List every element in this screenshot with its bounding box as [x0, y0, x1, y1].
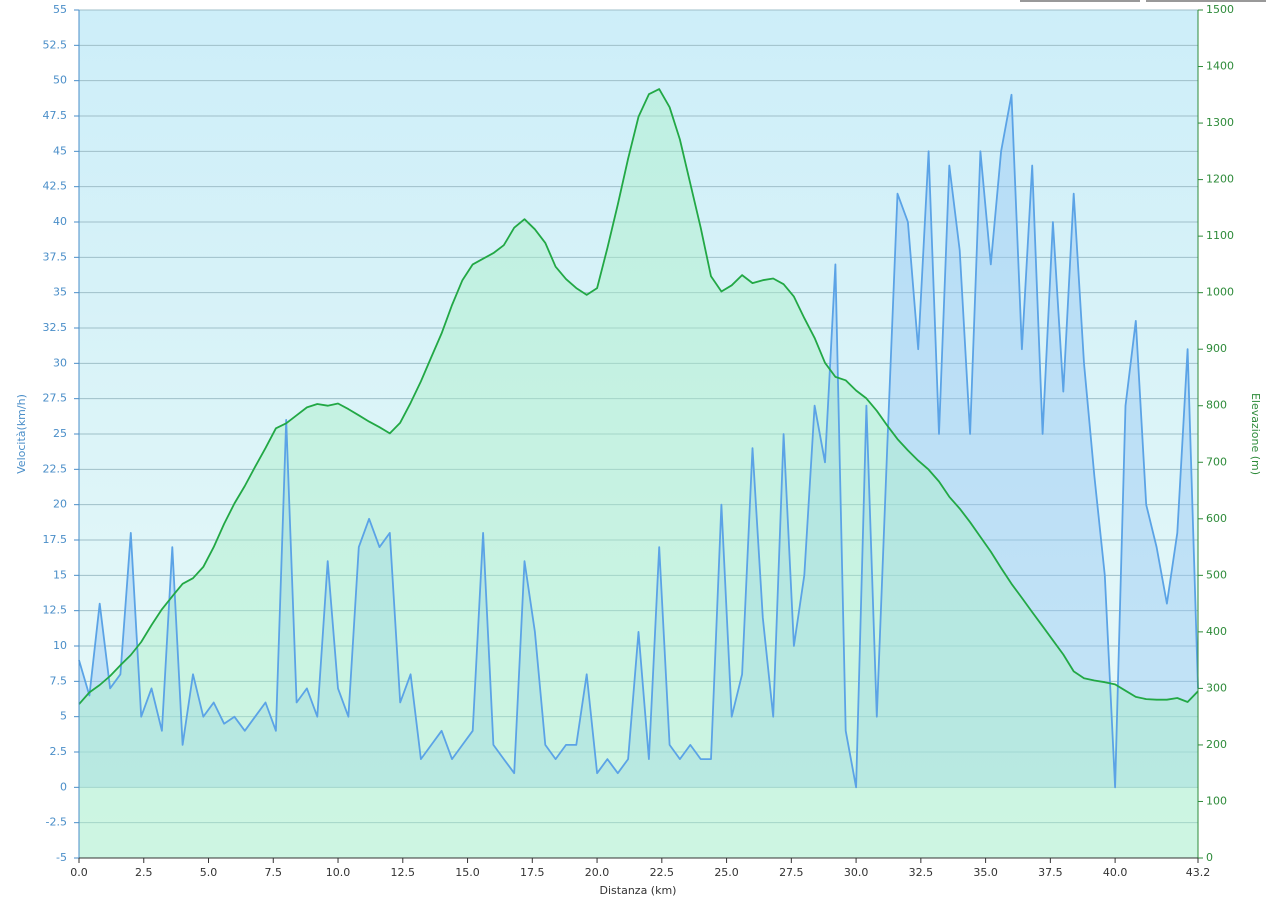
y2-tick-label: 1400 [1206, 60, 1234, 73]
y2-tick-label: 100 [1206, 794, 1227, 807]
y-tick-label: 42.5 [43, 180, 68, 193]
x-tick-label: 15.0 [455, 866, 480, 879]
y-tick-label: 12.5 [43, 604, 68, 617]
series-line [78, 93, 1199, 789]
y-tick-label: 32.5 [43, 321, 68, 334]
x-tick-label: 37.5 [1038, 866, 1063, 879]
y-tick-label: 27.5 [43, 392, 68, 405]
labels: -5 -2.5 0 2.5 5 7.5 10 12.5 15 17.5 20 22.5 25 27.5 30… [43, 3, 1235, 879]
y-tick-label: 50 [53, 74, 67, 87]
y2-tick-label: 700 [1206, 455, 1227, 468]
x-tick-label: 0.0 [70, 866, 88, 879]
y-tick-label: 37.5 [43, 250, 68, 263]
x-tick-label: 22.5 [650, 866, 675, 879]
tab [1146, 0, 1266, 2]
x-tick-label: 40.0 [1103, 866, 1128, 879]
x-tick-label: 32.5 [909, 866, 934, 879]
x-tick-label: 20.0 [585, 866, 610, 879]
x-tick-label: 25.0 [714, 866, 739, 879]
x-tick-label: 5.0 [200, 866, 218, 879]
x-tick-label: 43.2 [1186, 866, 1211, 879]
y-tick-label: 52.5 [43, 38, 68, 51]
y2-tick-label: 1000 [1206, 286, 1234, 299]
areas [79, 89, 1198, 859]
y-tick-label: 0 [60, 780, 67, 793]
y2-tick-label: 1200 [1206, 173, 1234, 186]
x-tick-label: 17.5 [520, 866, 545, 879]
y2-tick-label: 400 [1206, 625, 1227, 638]
x-tick-label: 27.5 [779, 866, 804, 879]
area-fill [79, 89, 1198, 859]
x-tick-label: 12.5 [391, 866, 416, 879]
y-tick-label: 10 [53, 639, 67, 652]
y-tick-label: 5 [60, 710, 67, 723]
area-fill [79, 94, 1198, 788]
y-tick-label: 17.5 [43, 533, 68, 546]
y-tick-label: 2.5 [50, 745, 68, 758]
x-tick-label: 2.5 [135, 866, 153, 879]
y2-tick-label: 1500 [1206, 3, 1234, 16]
y2-tick-label: 300 [1206, 681, 1227, 694]
tab [1020, 0, 1140, 2]
y2-tick-label: 500 [1206, 568, 1227, 581]
y2-tick-label: 600 [1206, 512, 1227, 525]
x-tick-label: 10.0 [326, 866, 351, 879]
x-tick-label: 30.0 [844, 866, 869, 879]
y2-axis-title: Elevazione (m) [1249, 393, 1262, 475]
y-tick-label: 7.5 [50, 674, 68, 687]
x-axis-title: Distanza (km) [600, 884, 677, 897]
series-line [78, 88, 1199, 705]
y-tick-label: 35 [53, 286, 67, 299]
x-tick-label: 7.5 [265, 866, 283, 879]
y2-tick-label: 800 [1206, 399, 1227, 412]
y-tick-label: 45 [53, 144, 67, 157]
y-tick-label: -5 [56, 851, 67, 864]
y-tick-label: 40 [53, 215, 67, 228]
y-tick-label: 55 [53, 3, 67, 16]
y2-tick-label: 900 [1206, 342, 1227, 355]
y2-tick-label: 0 [1206, 851, 1213, 864]
y2-tick-label: 1100 [1206, 229, 1234, 242]
y-tick-label: 30 [53, 356, 67, 369]
y-tick-label: 47.5 [43, 109, 68, 122]
y-tick-label: 25 [53, 427, 67, 440]
x-tick-label: 35.0 [973, 866, 998, 879]
y2-tick-label: 1300 [1206, 116, 1234, 129]
y-tick-label: -2.5 [46, 816, 67, 829]
lines [78, 88, 1199, 789]
y-tick-label: 15 [53, 568, 67, 581]
y2-tick-label: 200 [1206, 738, 1227, 751]
y-tick-label: 20 [53, 498, 67, 511]
y-tick-label: 22.5 [43, 462, 68, 475]
y-axis-title: Velocità(km/h) [15, 394, 28, 474]
